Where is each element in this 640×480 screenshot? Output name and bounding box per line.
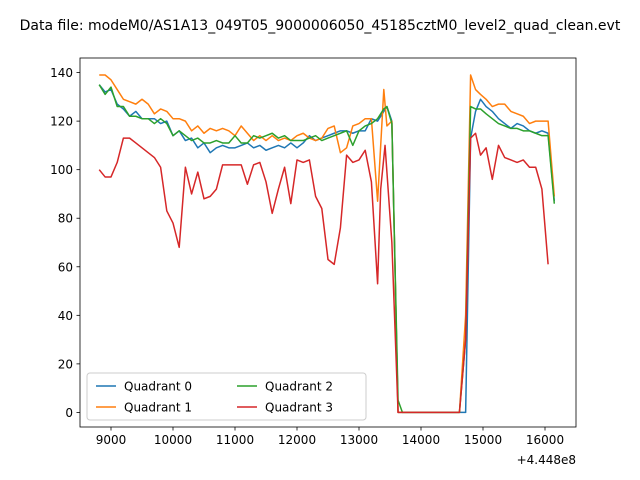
y-tick-label: 100 [50, 163, 73, 177]
x-axis: 9000 10000 11000 12000 13000 14000 15000 16000 [96, 427, 564, 447]
x-axis-offset-label: +4.448e8 [517, 453, 576, 467]
y-tick-label: 0 [65, 406, 73, 420]
y-tick-label: 40 [58, 309, 73, 323]
legend-box [86, 372, 367, 421]
x-tick-label: 12000 [278, 433, 316, 447]
x-tick-label: 14000 [402, 433, 440, 447]
series-lines [98, 74, 556, 414]
legend-label: Quadrant 1 [124, 401, 192, 415]
plot-frame [79, 57, 577, 428]
legend-label: Quadrant 2 [265, 380, 333, 394]
x-tick-label: 9000 [96, 433, 127, 447]
y-tick-label: 120 [50, 115, 73, 129]
legend: Quadrant 0 Quadrant 1 Quadrant 2 Quadrant 3 [86, 372, 367, 421]
x-tick-label: 13000 [340, 433, 378, 447]
x-tick-label: 15000 [464, 433, 502, 447]
x-tick-label: 10000 [154, 433, 192, 447]
series-line-quadrant-2 [98, 84, 556, 414]
y-tick-label: 80 [58, 212, 73, 226]
chart-title: Data file: modeM0/AS1A13_049T05_90000060… [20, 18, 621, 34]
y-tick-label: 140 [50, 66, 73, 80]
legend-label: Quadrant 0 [124, 380, 192, 394]
y-tick-label: 60 [58, 260, 73, 274]
series-line-quadrant-3 [98, 132, 549, 414]
legend-label: Quadrant 3 [265, 401, 333, 415]
y-axis: 0 20 40 60 80 100 120 140 [50, 66, 80, 420]
x-tick-label: 11000 [216, 433, 254, 447]
x-tick-label: 16000 [526, 433, 564, 447]
y-tick-label: 20 [58, 357, 73, 371]
series-line-quadrant-1 [99, 74, 556, 414]
